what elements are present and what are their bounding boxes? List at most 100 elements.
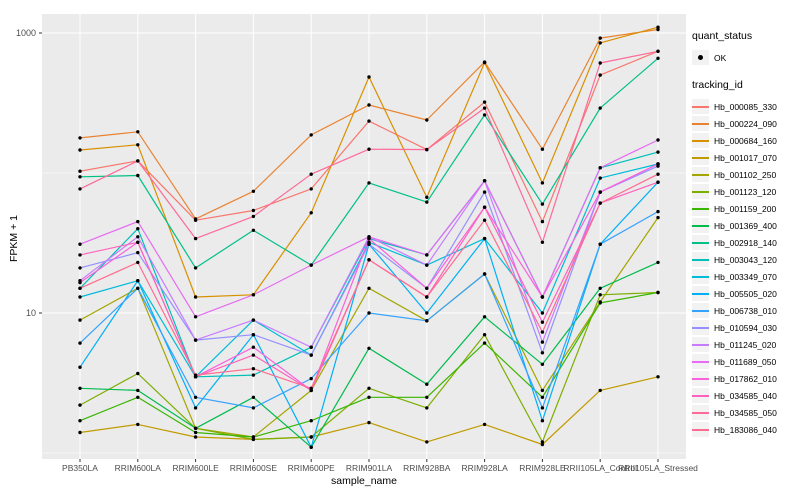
legend-entry: Hb_001102_250 xyxy=(692,166,798,183)
data-point xyxy=(425,263,429,267)
data-point xyxy=(367,258,371,262)
data-point xyxy=(482,179,487,183)
data-point xyxy=(193,373,198,377)
legend-key-line-icon xyxy=(692,275,709,278)
legend-key xyxy=(692,371,709,386)
legend-entry: Hb_017862_010 xyxy=(692,370,798,387)
data-point xyxy=(598,176,602,180)
data-point xyxy=(598,41,602,45)
data-point xyxy=(540,219,545,224)
legend-key-line-icon xyxy=(692,309,709,312)
data-point xyxy=(251,293,256,297)
data-point xyxy=(136,130,140,134)
legend-key-line-icon xyxy=(692,156,709,159)
legend-entry-label: Hb_000684_160 xyxy=(714,135,777,146)
legend-entry-label: Hb_000085_330 xyxy=(714,101,777,112)
data-point xyxy=(540,362,545,366)
x-tick-label: RRIM600LE xyxy=(172,463,219,473)
data-point xyxy=(309,133,313,137)
data-point xyxy=(425,440,429,444)
legend-key-line-icon xyxy=(692,343,709,346)
x-tick-label: RRIM600LA xyxy=(115,463,162,473)
legend-entry-label: Hb_183086_040 xyxy=(714,424,777,435)
y-axis-title: FPKM + 1 xyxy=(8,215,20,262)
data-point xyxy=(78,266,82,270)
data-point xyxy=(598,293,602,297)
data-point xyxy=(251,437,256,442)
x-tick-label: RRIM901LA xyxy=(346,463,393,473)
data-point xyxy=(367,103,371,107)
data-point xyxy=(367,119,371,123)
data-point xyxy=(367,346,371,350)
data-point xyxy=(540,340,545,344)
legend-entry: Hb_000684_160 xyxy=(692,132,798,149)
data-point xyxy=(656,56,660,60)
legend-tracking-entries: Hb_000085_330 Hb_000224_090 Hb_000684_160 H… xyxy=(692,98,798,438)
legend-entry: Hb_003043_120 xyxy=(692,251,798,268)
legend-key-line-icon xyxy=(692,173,709,176)
data-point xyxy=(251,406,256,410)
data-point xyxy=(136,235,140,239)
data-point xyxy=(136,260,140,265)
legend-key xyxy=(692,303,709,318)
legend-key xyxy=(692,133,709,148)
data-point xyxy=(136,371,140,376)
legend-key xyxy=(692,150,709,165)
data-point xyxy=(482,341,487,345)
data-point xyxy=(656,162,660,166)
legend-entry-label: Hb_005505_020 xyxy=(714,288,777,299)
legend-entry-label: Hb_002918_140 xyxy=(714,237,777,248)
data-point xyxy=(656,49,660,53)
x-tick-label: RRII105LA_Control xyxy=(563,463,637,473)
legend-key xyxy=(692,167,709,182)
data-point xyxy=(251,395,256,399)
data-point xyxy=(482,236,487,241)
legend-key xyxy=(692,422,709,437)
data-point xyxy=(656,290,660,295)
data-point xyxy=(136,279,140,283)
data-point xyxy=(656,180,660,184)
legend-entry: Hb_001369_400 xyxy=(692,217,798,234)
legend-entry-label: OK xyxy=(714,52,727,63)
data-point xyxy=(540,181,545,185)
data-point xyxy=(540,440,545,444)
data-point xyxy=(78,386,82,390)
legend-entry: Hb_006738_010 xyxy=(692,302,798,319)
data-point xyxy=(656,25,660,29)
x-tick-label: RRIM600SE xyxy=(230,463,278,473)
data-point xyxy=(78,253,82,257)
legend-key xyxy=(692,405,709,420)
data-point xyxy=(598,73,602,77)
data-point xyxy=(540,388,545,393)
data-point xyxy=(251,214,256,219)
data-point xyxy=(251,208,256,213)
data-point xyxy=(425,406,429,410)
data-point xyxy=(540,320,545,324)
data-point xyxy=(309,386,313,390)
data-point xyxy=(251,318,256,322)
data-point xyxy=(136,250,140,255)
legend-key xyxy=(692,337,709,352)
legend-key xyxy=(692,184,709,199)
data-point xyxy=(540,395,545,399)
legend-title-quant-status: quant_status xyxy=(692,30,753,42)
legend-entry: Hb_002918_140 xyxy=(692,234,798,251)
data-point xyxy=(482,113,487,117)
y-tick-label: 1000 xyxy=(16,28,36,38)
legend-entry: Hb_183086_040 xyxy=(692,421,798,438)
data-point xyxy=(656,375,660,379)
data-point xyxy=(367,181,371,185)
x-axis-title: sample_name xyxy=(331,475,397,487)
data-point xyxy=(425,382,429,386)
legend-tracking-block: tracking_id Hb_000085_330 Hb_000224_090 Hb… xyxy=(692,79,798,438)
data-point xyxy=(540,240,545,244)
data-point xyxy=(540,330,545,334)
legend-key xyxy=(692,218,709,233)
data-point xyxy=(367,395,371,399)
x-tick-label: RRIM928LA xyxy=(461,463,508,473)
legend-key-line-icon xyxy=(692,258,709,261)
data-point xyxy=(251,345,256,349)
data-point xyxy=(136,227,140,231)
legend-entry: Hb_000085_330 xyxy=(692,98,798,115)
